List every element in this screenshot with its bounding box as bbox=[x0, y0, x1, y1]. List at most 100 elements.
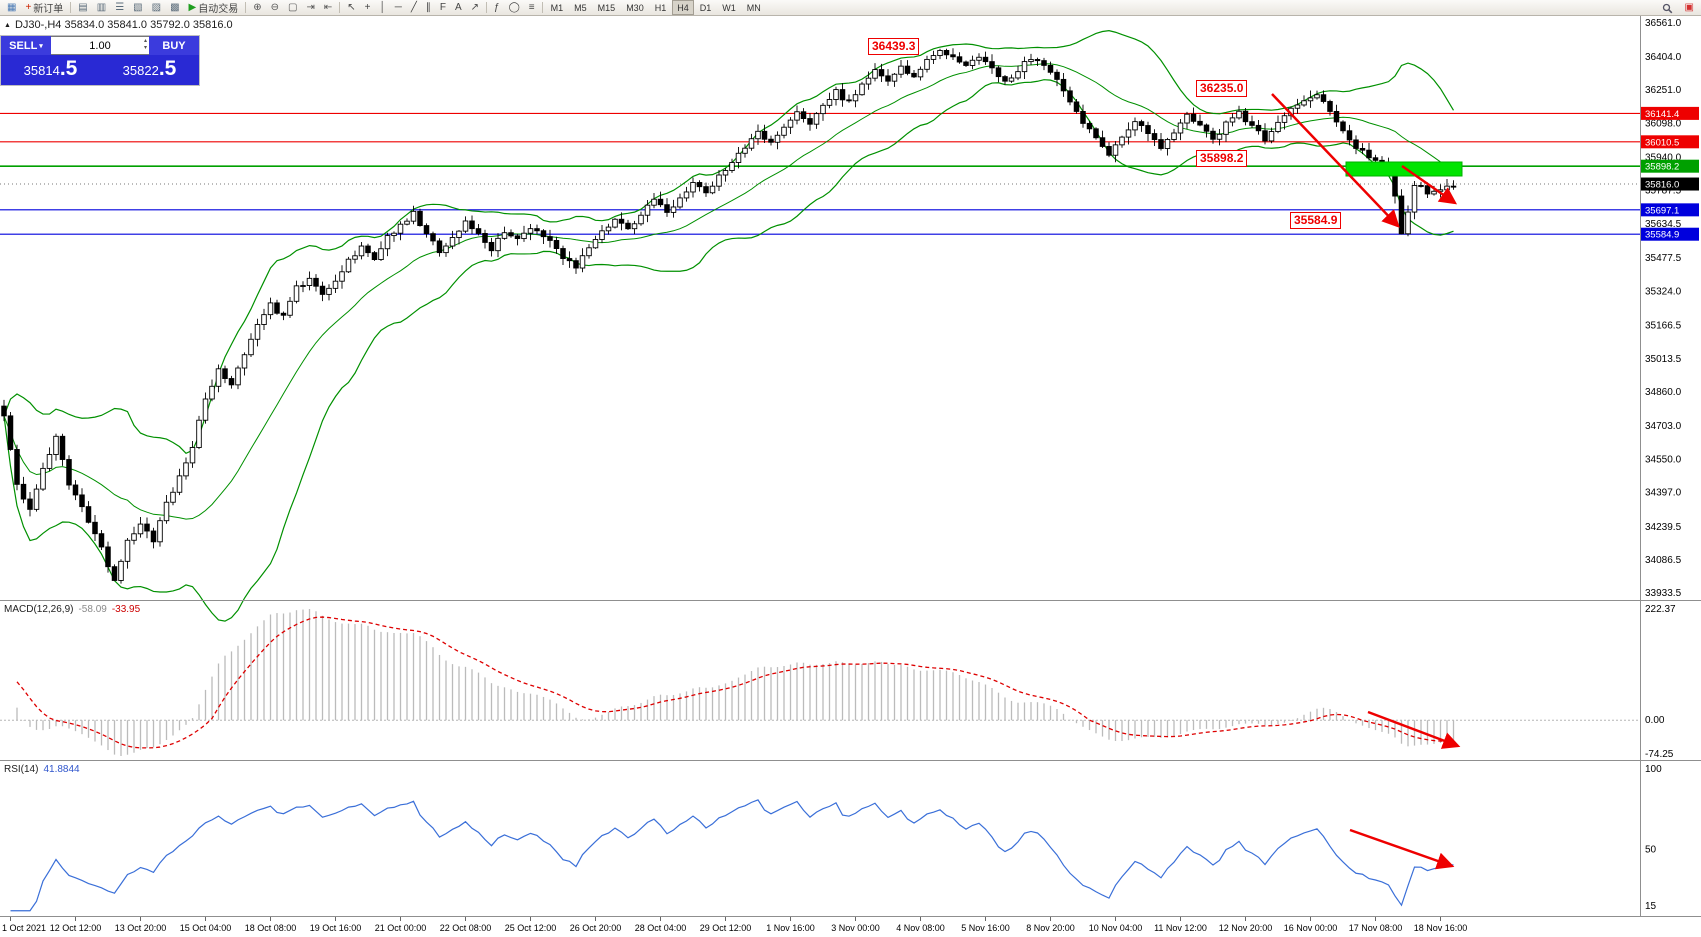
trend-arrow[interactable] bbox=[1271, 93, 1400, 228]
spinner-down-icon[interactable]: ▾ bbox=[143, 45, 147, 52]
svg-text:35816.0: 35816.0 bbox=[1645, 180, 1679, 191]
zoom-out-icon[interactable]: ⊖ bbox=[267, 0, 283, 16]
chevron-down-icon: ▾ bbox=[39, 42, 43, 50]
chart-window-icon[interactable]: ▦ bbox=[3, 0, 20, 16]
timeframe-m5[interactable]: M5 bbox=[574, 2, 587, 13]
svg-text:222.37: 222.37 bbox=[1645, 604, 1676, 615]
vertical-line-icon: │ bbox=[379, 1, 386, 13]
fibonacci-icon[interactable]: F bbox=[436, 0, 450, 16]
spinner-up-icon[interactable]: ▴ bbox=[143, 38, 147, 44]
horizontal-level-lines[interactable] bbox=[0, 112, 1640, 235]
channel-icon[interactable]: ∥ bbox=[422, 0, 435, 16]
svg-text:34086.5: 34086.5 bbox=[1645, 555, 1682, 566]
chart-shift-icon[interactable]: ⇤ bbox=[320, 0, 336, 16]
chart-window-icon: ▦ bbox=[7, 1, 17, 13]
vertical-line-icon[interactable]: │ bbox=[375, 0, 389, 16]
svg-text:100: 100 bbox=[1645, 764, 1662, 775]
trend-arrow[interactable] bbox=[1349, 828, 1455, 870]
cursor-icon: ↖ bbox=[347, 1, 356, 13]
sell-price[interactable]: 35814 .5 bbox=[1, 55, 100, 85]
new-order-button[interactable]: + 新订单 bbox=[21, 0, 67, 16]
templates-icon: ≡ bbox=[528, 1, 535, 13]
trendline-icon[interactable]: ╱ bbox=[407, 0, 421, 16]
svg-text:35940.0: 35940.0 bbox=[1645, 153, 1682, 164]
svg-text:29 Oct 12:00: 29 Oct 12:00 bbox=[700, 923, 752, 933]
templates-icon[interactable]: ≡ bbox=[525, 0, 539, 16]
zoom-in-icon: ⊕ bbox=[253, 1, 262, 13]
timeframe-h4[interactable]: H4 bbox=[672, 0, 694, 15]
trade-panel-top-row: SELL ▾ 1.00 ▴ ▾ BUY bbox=[1, 36, 199, 55]
fibonacci-icon: F bbox=[439, 1, 446, 13]
price-annotation-36235.0[interactable]: 36235.0 bbox=[1196, 80, 1248, 97]
svg-text:4 Nov 08:00: 4 Nov 08:00 bbox=[896, 923, 945, 933]
terminal-icon[interactable]: ▩ bbox=[166, 0, 183, 16]
price-tag-36141.4: 36141.4 bbox=[1641, 106, 1699, 120]
pane-separators bbox=[0, 16, 1701, 917]
navigator-icon[interactable]: ▨ bbox=[148, 0, 165, 16]
toolbar-separator bbox=[245, 2, 247, 13]
buy-price[interactable]: 35822 .5 bbox=[100, 55, 199, 85]
support-zone-rect[interactable] bbox=[1345, 161, 1463, 177]
profiles-icon[interactable]: ▥ bbox=[93, 0, 110, 16]
price-tag-35816.0: 35816.0 bbox=[1641, 177, 1699, 191]
trend-arrows[interactable] bbox=[1271, 93, 1461, 870]
auto-scroll-icon[interactable]: ⇥ bbox=[302, 0, 318, 16]
svg-text:36098.0: 36098.0 bbox=[1645, 118, 1682, 129]
svg-text:12 Oct 12:00: 12 Oct 12:00 bbox=[50, 923, 102, 933]
svg-text:34397.0: 34397.0 bbox=[1645, 488, 1682, 499]
cursor-icon[interactable]: ↖ bbox=[343, 0, 359, 16]
timeframe-d1[interactable]: D1 bbox=[699, 2, 712, 13]
arrows-icon[interactable]: ↗ bbox=[467, 0, 483, 16]
crosshair-icon[interactable]: + bbox=[361, 0, 375, 16]
svg-text:26 Oct 20:00: 26 Oct 20:00 bbox=[570, 923, 622, 933]
macd-histogram bbox=[16, 609, 1455, 756]
price-annotation-35898.2[interactable]: 35898.2 bbox=[1196, 150, 1248, 167]
trend-arrow[interactable] bbox=[1401, 164, 1458, 205]
trend-arrow[interactable] bbox=[1367, 710, 1461, 749]
rsi-value: 41.8844 bbox=[43, 764, 80, 775]
rsi-name: RSI(14) bbox=[4, 764, 39, 775]
tile-windows-icon[interactable]: ▢ bbox=[284, 0, 301, 16]
volume-spinner[interactable]: ▴ ▾ bbox=[144, 38, 147, 52]
timeframe-m1[interactable]: M1 bbox=[550, 2, 564, 13]
price-annotation-36439.3[interactable]: 36439.3 bbox=[868, 38, 920, 55]
svg-text:34860.0: 34860.0 bbox=[1645, 387, 1682, 398]
zoom-in-icon[interactable]: ⊕ bbox=[249, 0, 265, 16]
metaquotes-icon: ▣ bbox=[1684, 2, 1694, 13]
svg-text:3 Nov 00:00: 3 Nov 00:00 bbox=[831, 923, 880, 933]
text-icon[interactable]: A bbox=[451, 0, 466, 16]
svg-text:35697.1: 35697.1 bbox=[1645, 205, 1679, 216]
price-tag-36010.5: 36010.5 bbox=[1641, 135, 1699, 149]
trendline-icon: ╱ bbox=[410, 1, 417, 13]
market-watch-icon[interactable]: ☰ bbox=[111, 0, 128, 16]
periods-icon[interactable]: ◯ bbox=[505, 0, 524, 16]
new-chart-icon[interactable]: ▤ bbox=[74, 0, 91, 16]
one-click-trading-panel: SELL ▾ 1.00 ▴ ▾ BUY 35814 .5 35822 .5 bbox=[1, 36, 199, 85]
timeframe-m30[interactable]: M30 bbox=[626, 2, 644, 13]
price-tag-35697.1: 35697.1 bbox=[1641, 203, 1699, 217]
svg-text:25 Oct 12:00: 25 Oct 12:00 bbox=[505, 923, 557, 933]
indicators-icon[interactable]: ƒ bbox=[490, 0, 504, 16]
timeframe-m15[interactable]: M15 bbox=[597, 2, 616, 13]
toolbar-separator bbox=[70, 2, 72, 13]
timeframe-mn[interactable]: MN bbox=[746, 2, 761, 13]
data-window-icon[interactable]: ▧ bbox=[129, 0, 146, 16]
svg-text:35166.5: 35166.5 bbox=[1645, 321, 1682, 332]
sell-button[interactable]: SELL ▾ bbox=[1, 36, 51, 55]
svg-text:22 Oct 08:00: 22 Oct 08:00 bbox=[440, 923, 492, 933]
timeframe-w1[interactable]: W1 bbox=[722, 2, 736, 13]
svg-text:36141.4: 36141.4 bbox=[1645, 109, 1679, 120]
buy-button[interactable]: BUY bbox=[149, 36, 199, 55]
volume-input[interactable]: 1.00 ▴ ▾ bbox=[51, 36, 149, 55]
bollinger-upper-band bbox=[3, 30, 1455, 455]
svg-text:36561.0: 36561.0 bbox=[1645, 18, 1682, 29]
search-icon[interactable] bbox=[1658, 0, 1677, 16]
metaquotes-icon[interactable]: ▣ bbox=[1681, 0, 1698, 16]
horizontal-line-icon[interactable]: ─ bbox=[391, 0, 406, 16]
autotrading-button[interactable]: ▶ 自动交易 bbox=[185, 0, 243, 16]
search-icon bbox=[1662, 3, 1672, 13]
svg-text:35634.5: 35634.5 bbox=[1645, 219, 1682, 230]
timeframe-h1[interactable]: H1 bbox=[654, 2, 667, 13]
price-annotation-35584.9[interactable]: 35584.9 bbox=[1290, 212, 1342, 229]
